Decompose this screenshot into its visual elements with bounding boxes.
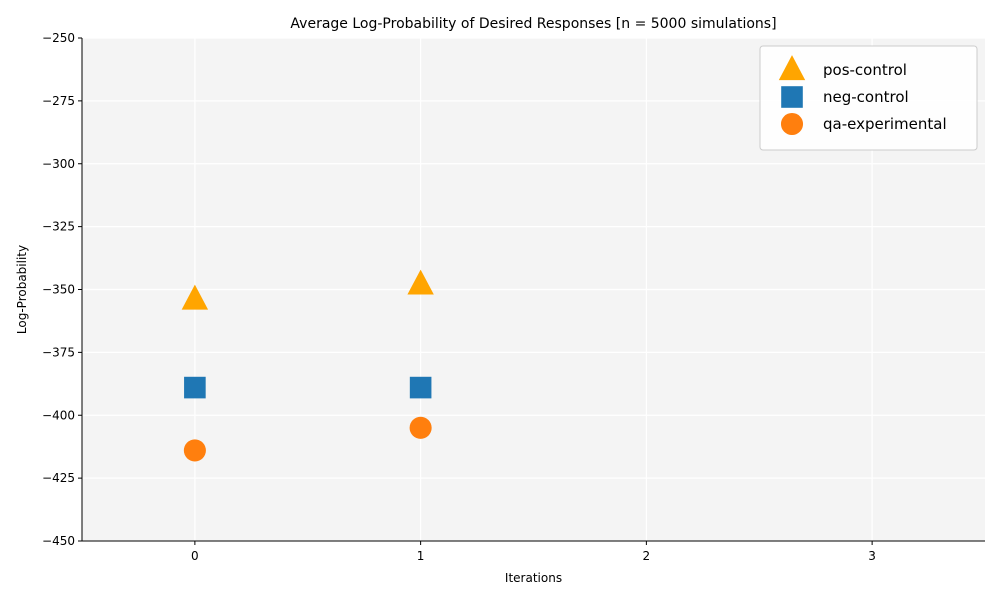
y-tick-label: −350 (42, 283, 75, 297)
x-tick-label: 1 (417, 549, 425, 563)
chart-title: Average Log-Probability of Desired Respo… (290, 16, 776, 32)
y-tick-label: −250 (42, 31, 75, 45)
x-tick-label: 0 (191, 549, 199, 563)
y-tick-label: −300 (42, 157, 75, 171)
legend-label: pos-control (823, 61, 907, 79)
legend-marker-neg-control (781, 86, 803, 108)
data-point-qa-experimental (409, 416, 432, 439)
data-point-neg-control (184, 376, 206, 399)
y-tick-label: −425 (42, 471, 75, 485)
data-point-pos-control (407, 269, 434, 295)
data-point-neg-control (409, 376, 432, 399)
legend-marker-qa-experimental (780, 112, 804, 136)
data-point-pos-control (181, 284, 209, 310)
y-tick-label: −400 (42, 408, 75, 422)
y-tick-label: −450 (42, 534, 75, 548)
y-axis-label: Log-Probability (15, 245, 29, 334)
legend-box (759, 45, 978, 151)
data-point-qa-experimental (183, 439, 206, 462)
legend-marker-pos-control (778, 55, 806, 81)
tick-labels: −450 −425 −400 −375 −350 −325 −300 −275 −250 0 1 2 3 (42, 31, 876, 563)
y-tick-label: −375 (42, 345, 75, 359)
legend: pos-control neg-control qa-experimental (759, 45, 978, 151)
data-markers (181, 269, 434, 462)
y-tick-label: −275 (42, 94, 75, 108)
x-axis-label: Iterations (505, 571, 562, 585)
legend-label: qa-experimental (823, 115, 947, 133)
x-tick-label: 3 (868, 549, 876, 563)
x-tick-label: 2 (643, 549, 651, 563)
y-tick-label: −325 (42, 220, 75, 234)
legend-label: neg-control (823, 88, 909, 106)
